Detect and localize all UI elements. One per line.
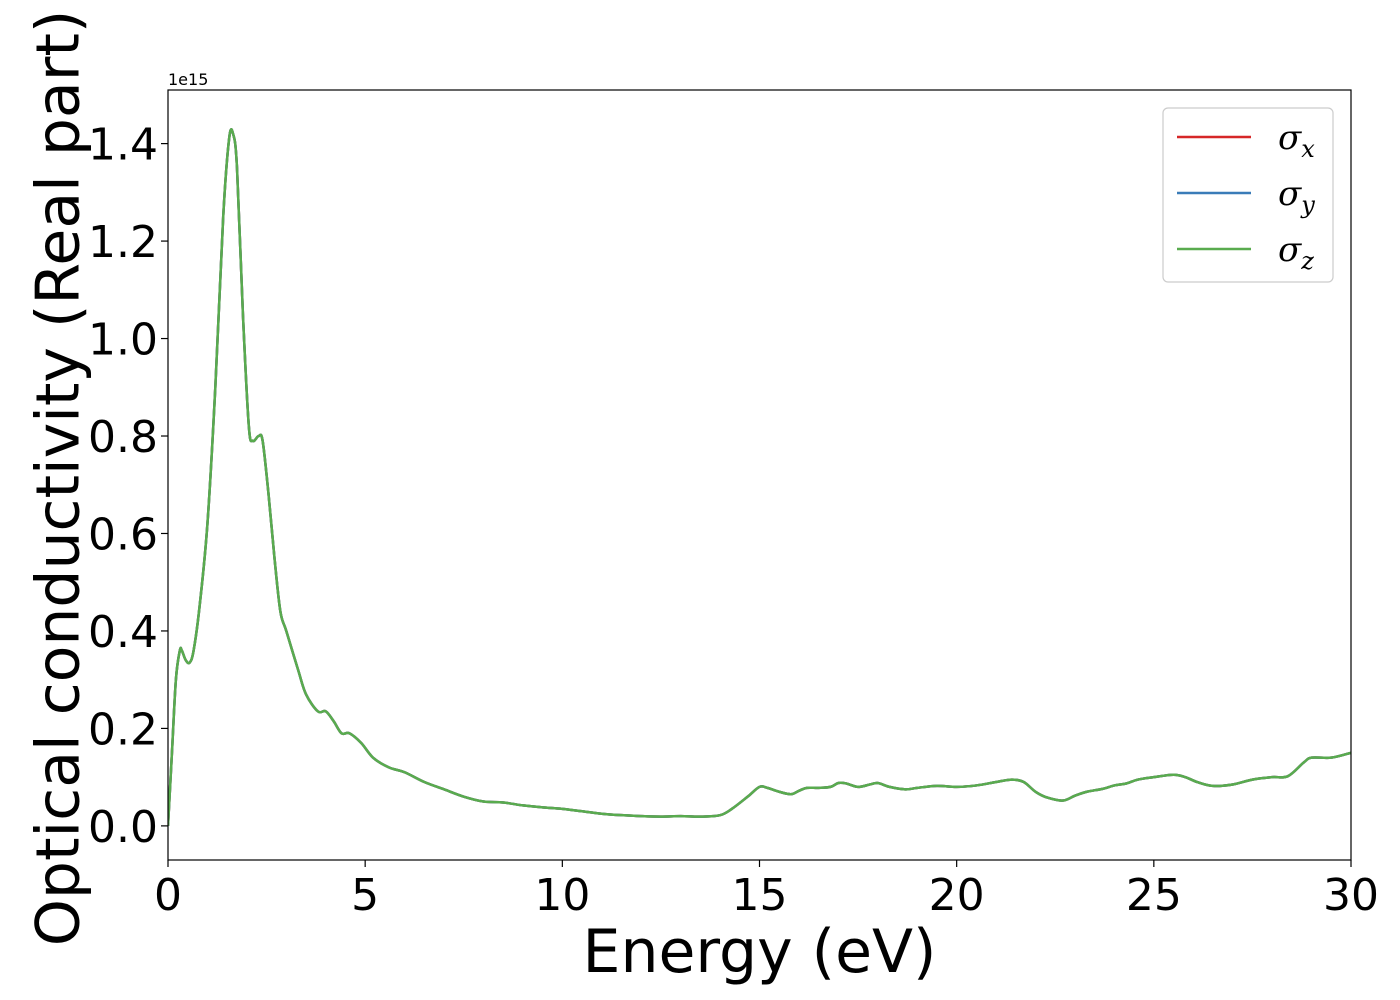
x-axis-label: Energy (eV) [583,917,937,987]
y-tick-label: 1.4 [88,120,158,171]
y-tick-label: 1.2 [88,217,158,268]
y-tick-label: 0.4 [88,607,158,658]
legend-subscript: x [1301,135,1315,163]
y-axis-ticks: 0.0 0.2 0.4 0.6 0.8 1.0 1.2 1.4 [88,120,168,853]
x-tick-label: 20 [929,870,985,921]
legend-label-sigma-z: σz [1278,230,1314,275]
x-tick-label: 30 [1323,870,1379,921]
series-layer [168,128,1351,826]
legend-label-sigma-x: σx [1278,118,1315,163]
y-tick-label: 0.6 [88,509,158,560]
legend-label-sigma-y: σy [1278,174,1315,219]
series-line-sigma-z [168,128,1351,826]
x-tick-label: 5 [351,870,379,921]
legend-subscript: y [1300,191,1315,219]
y-tick-label: 0.8 [88,412,158,463]
y-axis-label: Optical conductivity (Real part) [24,10,94,947]
x-tick-label: 15 [732,870,788,921]
y-tick-label: 0.0 [88,802,158,853]
y-tick-label: 1.0 [88,315,158,366]
x-tick-label: 25 [1126,870,1182,921]
y-offset-label: 1e15 [168,70,208,89]
legend-symbol: σ [1278,118,1302,158]
legend-box [1162,107,1334,283]
legend-symbol: σ [1278,230,1302,270]
legend-subscript: z [1300,247,1314,275]
x-axis-ticks: 0 5 10 15 20 25 30 [154,860,1379,921]
legend-symbol: σ [1278,174,1302,214]
x-tick-label: 0 [154,870,182,921]
y-tick-label: 0.2 [88,704,158,755]
x-tick-label: 10 [534,870,590,921]
